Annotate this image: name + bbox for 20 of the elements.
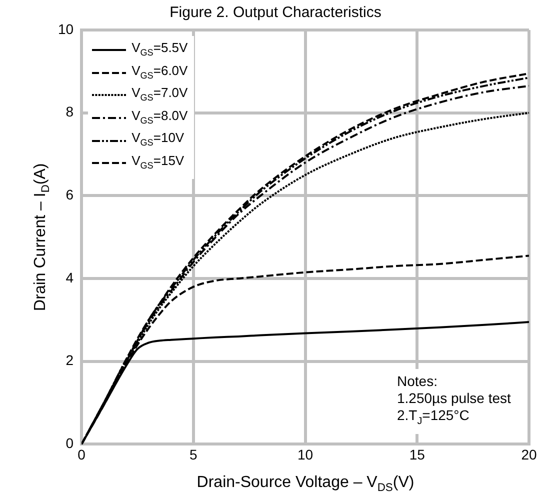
y-tick-label: 6	[66, 186, 74, 203]
x-tick-label: 5	[190, 446, 198, 462]
annotation: Notes: 1.250µs pulse test 2.T$_{J}$=125°C	[389, 369, 519, 434]
y-tick-label: 8	[66, 104, 74, 120]
legend-label: V$_{GS}$=8.0V	[132, 106, 188, 128]
legend-label: V$_{GS}$=5.5V	[132, 39, 188, 60]
x-tick-label: 0	[78, 446, 86, 462]
legend-label: V$_{GS}$=6.0V	[132, 62, 188, 82]
legend-label: V$_{GS}$=10V	[132, 129, 184, 150]
chart-title: Figure 2. Output Characteristics	[168, 4, 382, 21]
x-axis-title: Drain-Source Voltage – V$_{DS}$(V)	[196, 474, 414, 494]
y-tick-label: 2	[66, 352, 74, 368]
x-tick-label: 15	[409, 446, 426, 462]
y-tick-label: 0	[66, 435, 74, 452]
legend-label: V$_{GS}$=7.0V	[132, 84, 188, 105]
x-tick-label: 10	[297, 446, 314, 462]
y-tick-label: 10	[58, 20, 74, 37]
x-tick-label: 20	[521, 446, 537, 462]
legend-label: V$_{GS}$=15V	[132, 152, 184, 173]
y-tick-label: 4	[66, 269, 74, 286]
